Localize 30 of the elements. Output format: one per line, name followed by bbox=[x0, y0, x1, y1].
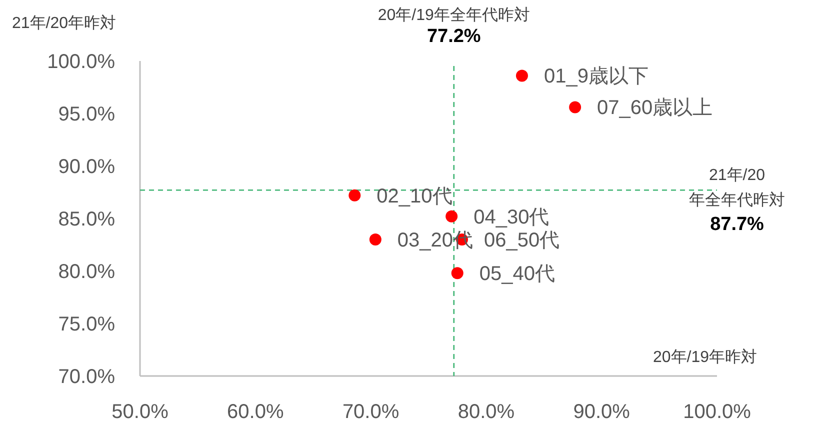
y-tick-label: 80.0% bbox=[58, 261, 116, 283]
data-label: 01_9歳以下 bbox=[544, 66, 648, 88]
y-tick-label: 100.0% bbox=[47, 51, 116, 73]
point bbox=[446, 210, 458, 222]
point bbox=[348, 189, 361, 202]
y-tick-label: 70.0% bbox=[58, 366, 116, 388]
x-tick-label: 90.0% bbox=[573, 401, 630, 423]
y-tick-label: 85.0% bbox=[58, 208, 116, 230]
data-label: 06_50代 bbox=[484, 230, 560, 252]
point bbox=[451, 267, 464, 280]
data-label: 07_60歳以上 bbox=[597, 97, 713, 120]
ref-line-label: 20年/19年全年代昨対 77.2% bbox=[378, 6, 530, 47]
data-label: 04_30代 bbox=[474, 206, 550, 228]
data-label: 03_20代 bbox=[397, 230, 474, 252]
x-tick-label: 60.0% bbox=[227, 401, 284, 423]
x-tick-label: 80.0% bbox=[458, 401, 515, 423]
point bbox=[369, 234, 382, 246]
x-axis-title: 20年/19年昨対 bbox=[652, 348, 757, 366]
data-label: 05_40代 bbox=[479, 263, 555, 286]
data-label: 02_10代 bbox=[376, 185, 452, 208]
point bbox=[516, 70, 528, 82]
y-axis-title: 21年/20年昨対 bbox=[12, 14, 116, 32]
ref-line-label: 21年/20年全年代昨対 87.7% bbox=[689, 167, 785, 235]
point bbox=[569, 101, 582, 114]
x-tick-label: 70.0% bbox=[342, 401, 400, 423]
x-tick-label: 50.0% bbox=[112, 401, 169, 423]
y-tick-label: 95.0% bbox=[58, 104, 116, 126]
y-tick-label: 90.0% bbox=[58, 156, 116, 178]
y-tick-label: 75.0% bbox=[58, 314, 116, 336]
x-tick-label: 100.0% bbox=[683, 401, 752, 423]
